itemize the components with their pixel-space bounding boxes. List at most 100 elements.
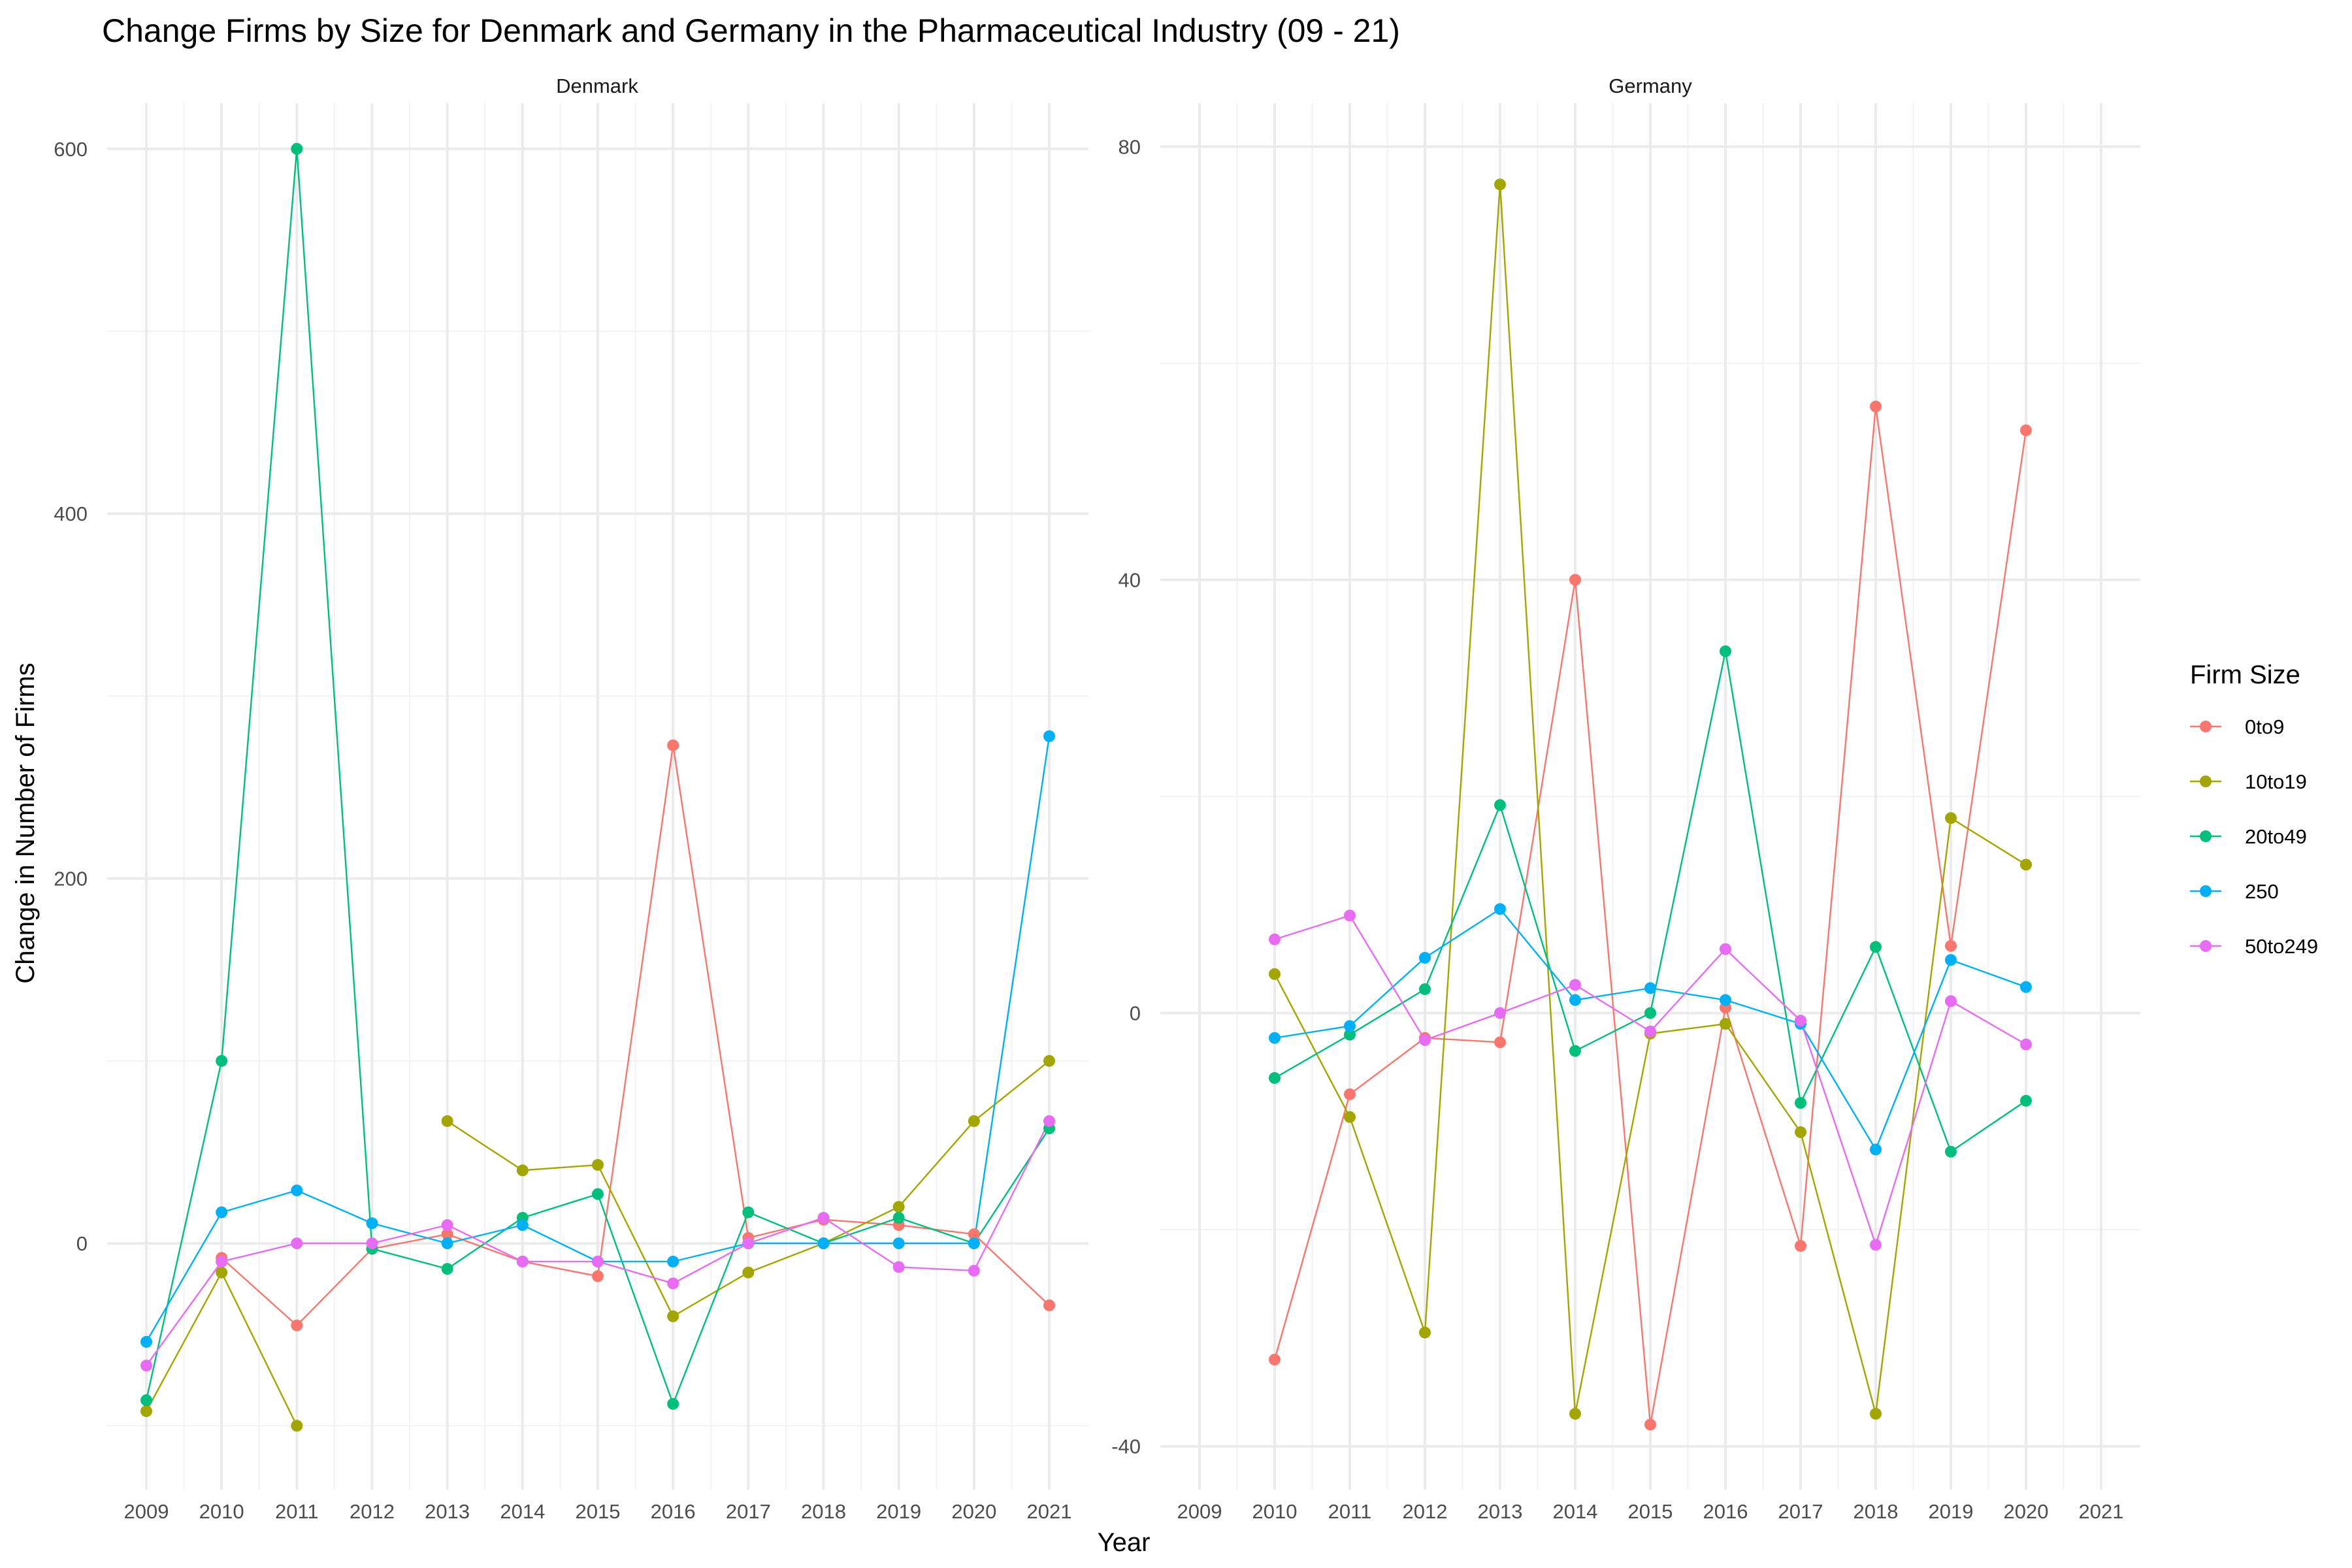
x-tick-label: 2017 — [726, 1500, 771, 1523]
legend-item-10to19: 10to19 — [2190, 770, 2307, 793]
data-point-20to49-germany-2014 — [1569, 1045, 1581, 1057]
x-tick-label: 2021 — [2079, 1500, 2124, 1523]
data-point-50to249-denmark-2010 — [216, 1255, 228, 1267]
data-point-250-germany-2013 — [1494, 903, 1506, 915]
legend-item-0to9: 0to9 — [2190, 715, 2284, 738]
x-tick-label: 2011 — [275, 1500, 319, 1523]
panel-germany: Germany -40 0 40 80 2009 2010 2011 2012 2013 2014… — [1111, 74, 2140, 1523]
data-point-20to49-denmark-2015 — [592, 1188, 604, 1200]
x-tick-label: 2020 — [2004, 1500, 2049, 1523]
data-point-50to249-germany-2012 — [1419, 1034, 1431, 1047]
y-tick-label: 400 — [54, 502, 88, 525]
legend-key-point — [2200, 830, 2212, 842]
data-point-50to249-germany-2010 — [1269, 933, 1281, 945]
legend-label: 20to49 — [2245, 825, 2307, 848]
data-point-20to49-denmark-2019 — [892, 1211, 905, 1224]
panel-title-denmark: Denmark — [556, 74, 638, 97]
data-point-0to9-germany-2014 — [1569, 574, 1581, 586]
x-tick-label: 2016 — [1703, 1500, 1748, 1523]
legend-item-50to249: 50to249 — [2190, 935, 2318, 958]
data-point-250-denmark-2021 — [1043, 730, 1055, 742]
data-point-0to9-denmark-2020 — [968, 1228, 980, 1241]
y-tick-label: 40 — [1119, 568, 1141, 591]
data-point-250-germany-2015 — [1644, 982, 1656, 994]
data-point-0to9-germany-2018 — [1870, 400, 1882, 413]
data-point-20to49-germany-2010 — [1269, 1072, 1281, 1085]
data-point-20to49-germany-2013 — [1494, 799, 1506, 811]
data-point-10to19-germany-2020 — [2020, 858, 2032, 871]
series-line-0to9-denmark — [221, 745, 1050, 1327]
legend-label: 50to249 — [2245, 935, 2318, 958]
data-point-250-denmark-2013 — [441, 1237, 453, 1250]
y-tick-label: 80 — [1119, 135, 1141, 158]
data-point-250-denmark-2011 — [291, 1184, 303, 1197]
data-point-250-germany-2016 — [1720, 994, 1731, 1006]
gridlines — [1160, 103, 2140, 1490]
data-point-50to249-germany-2015 — [1644, 1025, 1656, 1037]
data-point-10to19-denmark-2021 — [1043, 1054, 1055, 1067]
data-point-50to249-denmark-2020 — [968, 1264, 980, 1277]
data-point-20to49-germany-2012 — [1419, 983, 1431, 996]
data-point-50to249-germany-2013 — [1494, 1007, 1506, 1019]
data-point-250-germany-2010 — [1269, 1032, 1281, 1044]
legend-label: 0to9 — [2245, 715, 2284, 738]
x-tick-label: 2019 — [1929, 1500, 1974, 1523]
x-tick-label: 2011 — [1328, 1500, 1372, 1523]
data-point-0to9-denmark-2016 — [667, 739, 679, 751]
x-tick-label: 2009 — [124, 1500, 169, 1523]
data-point-0to9-denmark-2013 — [441, 1228, 453, 1241]
data-point-10to19-denmark-2014 — [516, 1164, 529, 1177]
data-point-50to249-denmark-2021 — [1043, 1115, 1055, 1127]
x-tick-label: 2020 — [951, 1500, 996, 1523]
data-point-50to249-denmark-2015 — [592, 1255, 604, 1267]
data-point-0to9-germany-2013 — [1494, 1036, 1506, 1049]
data-point-0to9-germany-2017 — [1795, 1239, 1806, 1252]
data-point-50to249-denmark-2017 — [742, 1237, 755, 1250]
data-point-250-denmark-2018 — [817, 1237, 830, 1250]
data-point-50to249-germany-2019 — [1945, 995, 1957, 1007]
x-tick-label: 2018 — [801, 1500, 846, 1523]
data-point-250-germany-2014 — [1569, 994, 1581, 1006]
data-point-10to19-germany-2014 — [1569, 1407, 1581, 1420]
data-point-50to249-denmark-2016 — [667, 1277, 679, 1290]
data-point-10to19-germany-2017 — [1795, 1126, 1806, 1138]
data-point-10to19-germany-2016 — [1720, 1018, 1731, 1030]
legend-key-point — [2200, 885, 2212, 897]
data-point-0to9-germany-2010 — [1269, 1354, 1281, 1366]
x-tick-label: 2019 — [876, 1500, 921, 1523]
x-tick-label: 2021 — [1027, 1500, 1072, 1523]
data-point-10to19-denmark-2015 — [592, 1159, 604, 1171]
x-tick-label: 2013 — [1478, 1500, 1523, 1523]
data-point-250-germany-2020 — [2020, 981, 2032, 993]
data-point-50to249-denmark-2012 — [366, 1237, 378, 1250]
data-point-250-denmark-2019 — [892, 1237, 905, 1250]
legend: Firm Size 0to9 10to19 20to49 250 50to249 — [2190, 661, 2318, 958]
data-point-10to19-denmark-2013 — [441, 1115, 453, 1127]
data-point-0to9-germany-2019 — [1945, 939, 1957, 952]
data-point-20to49-germany-2016 — [1720, 645, 1731, 657]
x-tick-label: 2010 — [199, 1500, 244, 1523]
x-tick-label: 2014 — [500, 1500, 545, 1523]
data-point-20to49-germany-2019 — [1945, 1145, 1957, 1158]
y-tick-label: 200 — [54, 868, 88, 890]
data-point-250-denmark-2016 — [667, 1255, 679, 1267]
data-point-50to249-germany-2014 — [1569, 979, 1581, 991]
data-point-50to249-germany-2016 — [1720, 943, 1731, 955]
x-tick-label: 2012 — [1403, 1500, 1448, 1523]
legend-label: 10to19 — [2245, 770, 2307, 793]
y-axis-label: Change in Number of Firms — [11, 662, 40, 983]
data-point-10to19-denmark-2016 — [667, 1310, 679, 1322]
y-tick-label: -40 — [1111, 1435, 1141, 1458]
data-point-250-denmark-2020 — [968, 1237, 980, 1250]
chart-title: Change Firms by Size for Denmark and Ger… — [102, 12, 1400, 49]
x-axis-label: Year — [1098, 1528, 1151, 1557]
data-point-250-germany-2012 — [1419, 952, 1431, 964]
legend-item-250: 250 — [2190, 880, 2279, 903]
x-tick-label: 2017 — [1778, 1500, 1823, 1523]
data-point-20to49-germany-2020 — [2020, 1094, 2032, 1107]
data-point-20to49-germany-2017 — [1795, 1097, 1806, 1109]
x-tick-label: 2010 — [1252, 1500, 1298, 1523]
x-tick-label: 2016 — [651, 1500, 696, 1523]
panel-denmark: Denmark 0 200 400 600 2009 2010 2011 2012 2013 20… — [54, 74, 1088, 1523]
